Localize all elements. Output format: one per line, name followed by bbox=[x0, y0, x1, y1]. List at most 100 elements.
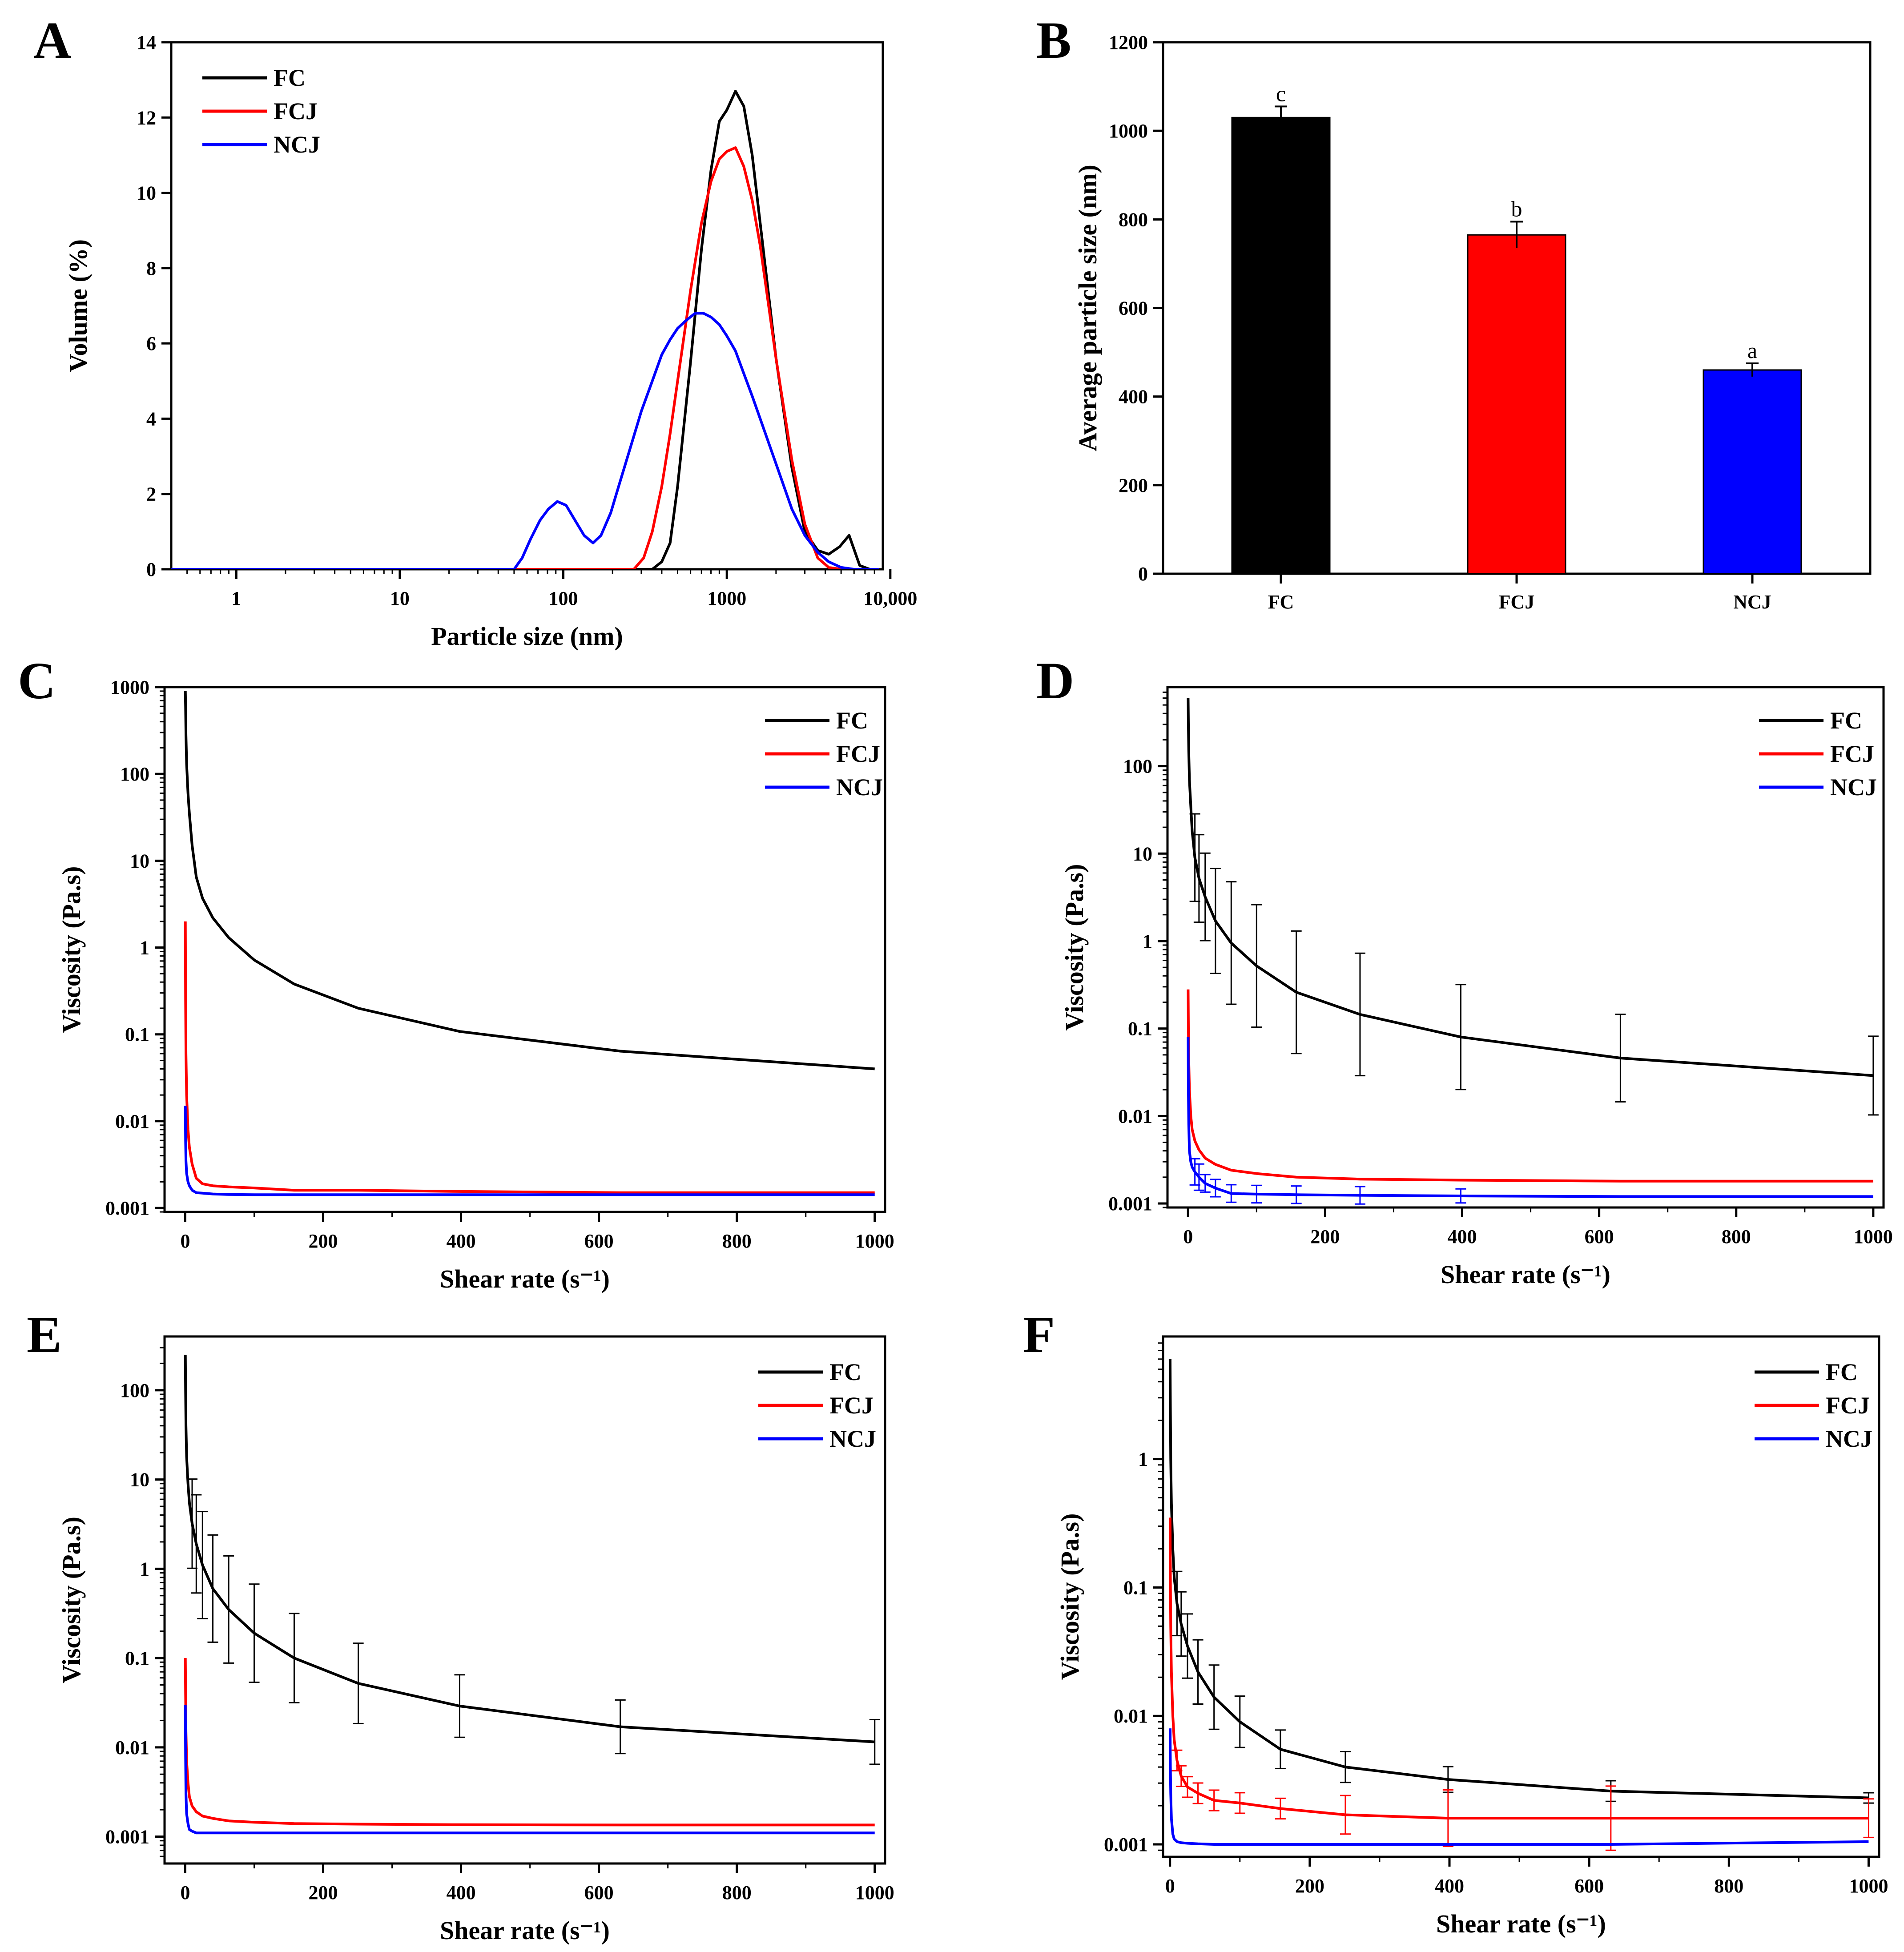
series-line-fcj bbox=[1187, 989, 1873, 1183]
legend-label-fcj: FCJ bbox=[1826, 1392, 1870, 1419]
panel-letter-f: F bbox=[1023, 1305, 1055, 1364]
series-line-ncj bbox=[184, 1106, 875, 1196]
x-tick-label: 0 bbox=[1165, 1875, 1175, 1897]
x-tick-label: 400 bbox=[447, 1230, 476, 1252]
x-tick-label: 400 bbox=[1447, 1226, 1477, 1248]
series-line-ncj bbox=[184, 1704, 875, 1835]
series-line-fc bbox=[1168, 1359, 1869, 1799]
y-tick-label: 800 bbox=[1119, 209, 1148, 230]
x-tick-label: 10,000 bbox=[863, 588, 917, 609]
y-tick-label: 10 bbox=[130, 1469, 149, 1491]
significance-letter: c bbox=[1276, 81, 1286, 106]
legend-label-ncj: NCJ bbox=[1826, 1425, 1872, 1452]
y-tick-label: 10 bbox=[130, 850, 149, 872]
x-tick-label: 200 bbox=[309, 1230, 338, 1252]
y-tick-label: 0.001 bbox=[105, 1197, 149, 1219]
y-tick-label: 10 bbox=[1133, 843, 1152, 865]
x-axis-title: Shear rate (s⁻¹) bbox=[440, 1264, 610, 1293]
series-line-fcj bbox=[1168, 1517, 1869, 1820]
x-tick-label: 1000 bbox=[1849, 1875, 1888, 1897]
x-category-label: NCJ bbox=[1733, 591, 1771, 613]
y-tick-label: 0.1 bbox=[1128, 1018, 1152, 1040]
x-tick-label: 600 bbox=[1574, 1875, 1604, 1897]
legend-label-fc: FC bbox=[1830, 707, 1862, 734]
legend-label-fcj: FCJ bbox=[836, 741, 880, 767]
y-tick-label: 100 bbox=[1123, 756, 1152, 777]
plot-frame bbox=[1166, 686, 1885, 1209]
panel-a: A 0 2 4 6 8 10 12 14 1 10 100 1000 10,000 Particle siz… bbox=[33, 11, 917, 651]
x-tick-label: 1000 bbox=[855, 1882, 894, 1904]
x-tick-label: 800 bbox=[722, 1230, 752, 1252]
x-axis-title: Shear rate (s⁻¹) bbox=[1441, 1260, 1610, 1289]
x-tick-label: 0 bbox=[181, 1882, 190, 1904]
bar-fcj bbox=[1467, 234, 1566, 575]
y-tick-label: 0.001 bbox=[1104, 1834, 1148, 1855]
y-tick-label: 100 bbox=[120, 1380, 149, 1401]
x-tick-label: 100 bbox=[549, 588, 578, 609]
y-tick-label: 0.1 bbox=[125, 1647, 149, 1669]
plot-frame bbox=[163, 1335, 886, 1865]
series-line-ncj bbox=[1187, 1037, 1873, 1198]
y-tick-label: 0.01 bbox=[115, 1111, 149, 1132]
plot-frame bbox=[163, 686, 886, 1213]
y-tick-label: 6 bbox=[146, 333, 156, 354]
significance-letter: a bbox=[1747, 338, 1757, 363]
y-axis-title: Volume (%) bbox=[64, 239, 93, 372]
x-tick-label: 1000 bbox=[855, 1230, 894, 1252]
panel-letter-d: D bbox=[1036, 652, 1074, 710]
y-tick-label: 0.01 bbox=[115, 1737, 149, 1759]
x-tick-label: 10 bbox=[390, 588, 410, 609]
legend-label-fc: FC bbox=[274, 64, 306, 91]
panel-b: B 0 200 400 600 800 1000 1200 Average particle s… bbox=[1036, 11, 1872, 613]
y-tick-label: 0.001 bbox=[1108, 1193, 1152, 1215]
panel-letter-c: C bbox=[18, 652, 56, 710]
panel-c: C 0.001 0.01 0.1 1 10 100 1000 0 200 400 600 800 1000… bbox=[18, 652, 894, 1293]
x-tick-label: 200 bbox=[1310, 1226, 1340, 1248]
y-tick-label: 0 bbox=[1138, 563, 1148, 585]
legend-label-fc: FC bbox=[829, 1359, 861, 1385]
y-axis-title: Viscosity (Pa.s) bbox=[57, 1517, 86, 1683]
y-tick-label: 10 bbox=[137, 182, 156, 204]
x-axis-title: Shear rate (s⁻¹) bbox=[1436, 1909, 1606, 1938]
x-tick-label: 1000 bbox=[1854, 1226, 1893, 1248]
y-tick-label: 8 bbox=[146, 258, 156, 279]
x-tick-label: 0 bbox=[181, 1230, 190, 1252]
y-axis-title: Viscosity (Pa.s) bbox=[1055, 1513, 1084, 1680]
series-line-fc bbox=[184, 691, 875, 1071]
x-tick-label: 1 bbox=[231, 588, 241, 609]
significance-letter: b bbox=[1511, 196, 1522, 221]
x-tick-label: 800 bbox=[1714, 1875, 1743, 1897]
plot-frame bbox=[1162, 1335, 1880, 1858]
y-axis-title: Viscosity (Pa.s) bbox=[57, 866, 86, 1033]
y-axis-title: Average particle size (nm) bbox=[1073, 165, 1102, 451]
x-tick-label: 200 bbox=[1295, 1875, 1324, 1897]
y-tick-label: 1 bbox=[140, 937, 149, 959]
panel-letter-b: B bbox=[1036, 11, 1071, 69]
x-category-label: FC bbox=[1268, 591, 1294, 613]
y-tick-label: 0.1 bbox=[125, 1024, 149, 1046]
y-tick-label: 400 bbox=[1119, 386, 1148, 408]
y-tick-label: 1 bbox=[1143, 930, 1152, 952]
y-tick-label: 1200 bbox=[1109, 32, 1148, 53]
y-tick-label: 12 bbox=[137, 107, 156, 129]
legend-label-fc: FC bbox=[836, 707, 868, 734]
x-tick-label: 600 bbox=[584, 1230, 614, 1252]
x-tick-label: 600 bbox=[584, 1882, 614, 1904]
x-tick-label: 800 bbox=[722, 1882, 752, 1904]
legend-label-ncj: NCJ bbox=[836, 774, 883, 801]
y-tick-label: 100 bbox=[120, 763, 149, 785]
x-axis-title: Shear rate (s⁻¹) bbox=[440, 1916, 610, 1945]
y-tick-label: 1 bbox=[1138, 1449, 1148, 1470]
y-tick-label: 1000 bbox=[110, 676, 149, 698]
x-tick-label: 400 bbox=[1435, 1875, 1464, 1897]
panel-letter-e: E bbox=[27, 1305, 62, 1364]
series-line-ncj bbox=[171, 312, 879, 569]
x-axis-title: Particle size (nm) bbox=[431, 622, 623, 651]
series-line-fc bbox=[184, 1354, 875, 1743]
x-tick-label: 400 bbox=[447, 1882, 476, 1904]
y-tick-label: 0 bbox=[146, 559, 156, 580]
legend-label-ncj: NCJ bbox=[274, 131, 320, 158]
series-line-fcj bbox=[171, 146, 879, 569]
x-tick-label: 0 bbox=[1183, 1226, 1193, 1248]
